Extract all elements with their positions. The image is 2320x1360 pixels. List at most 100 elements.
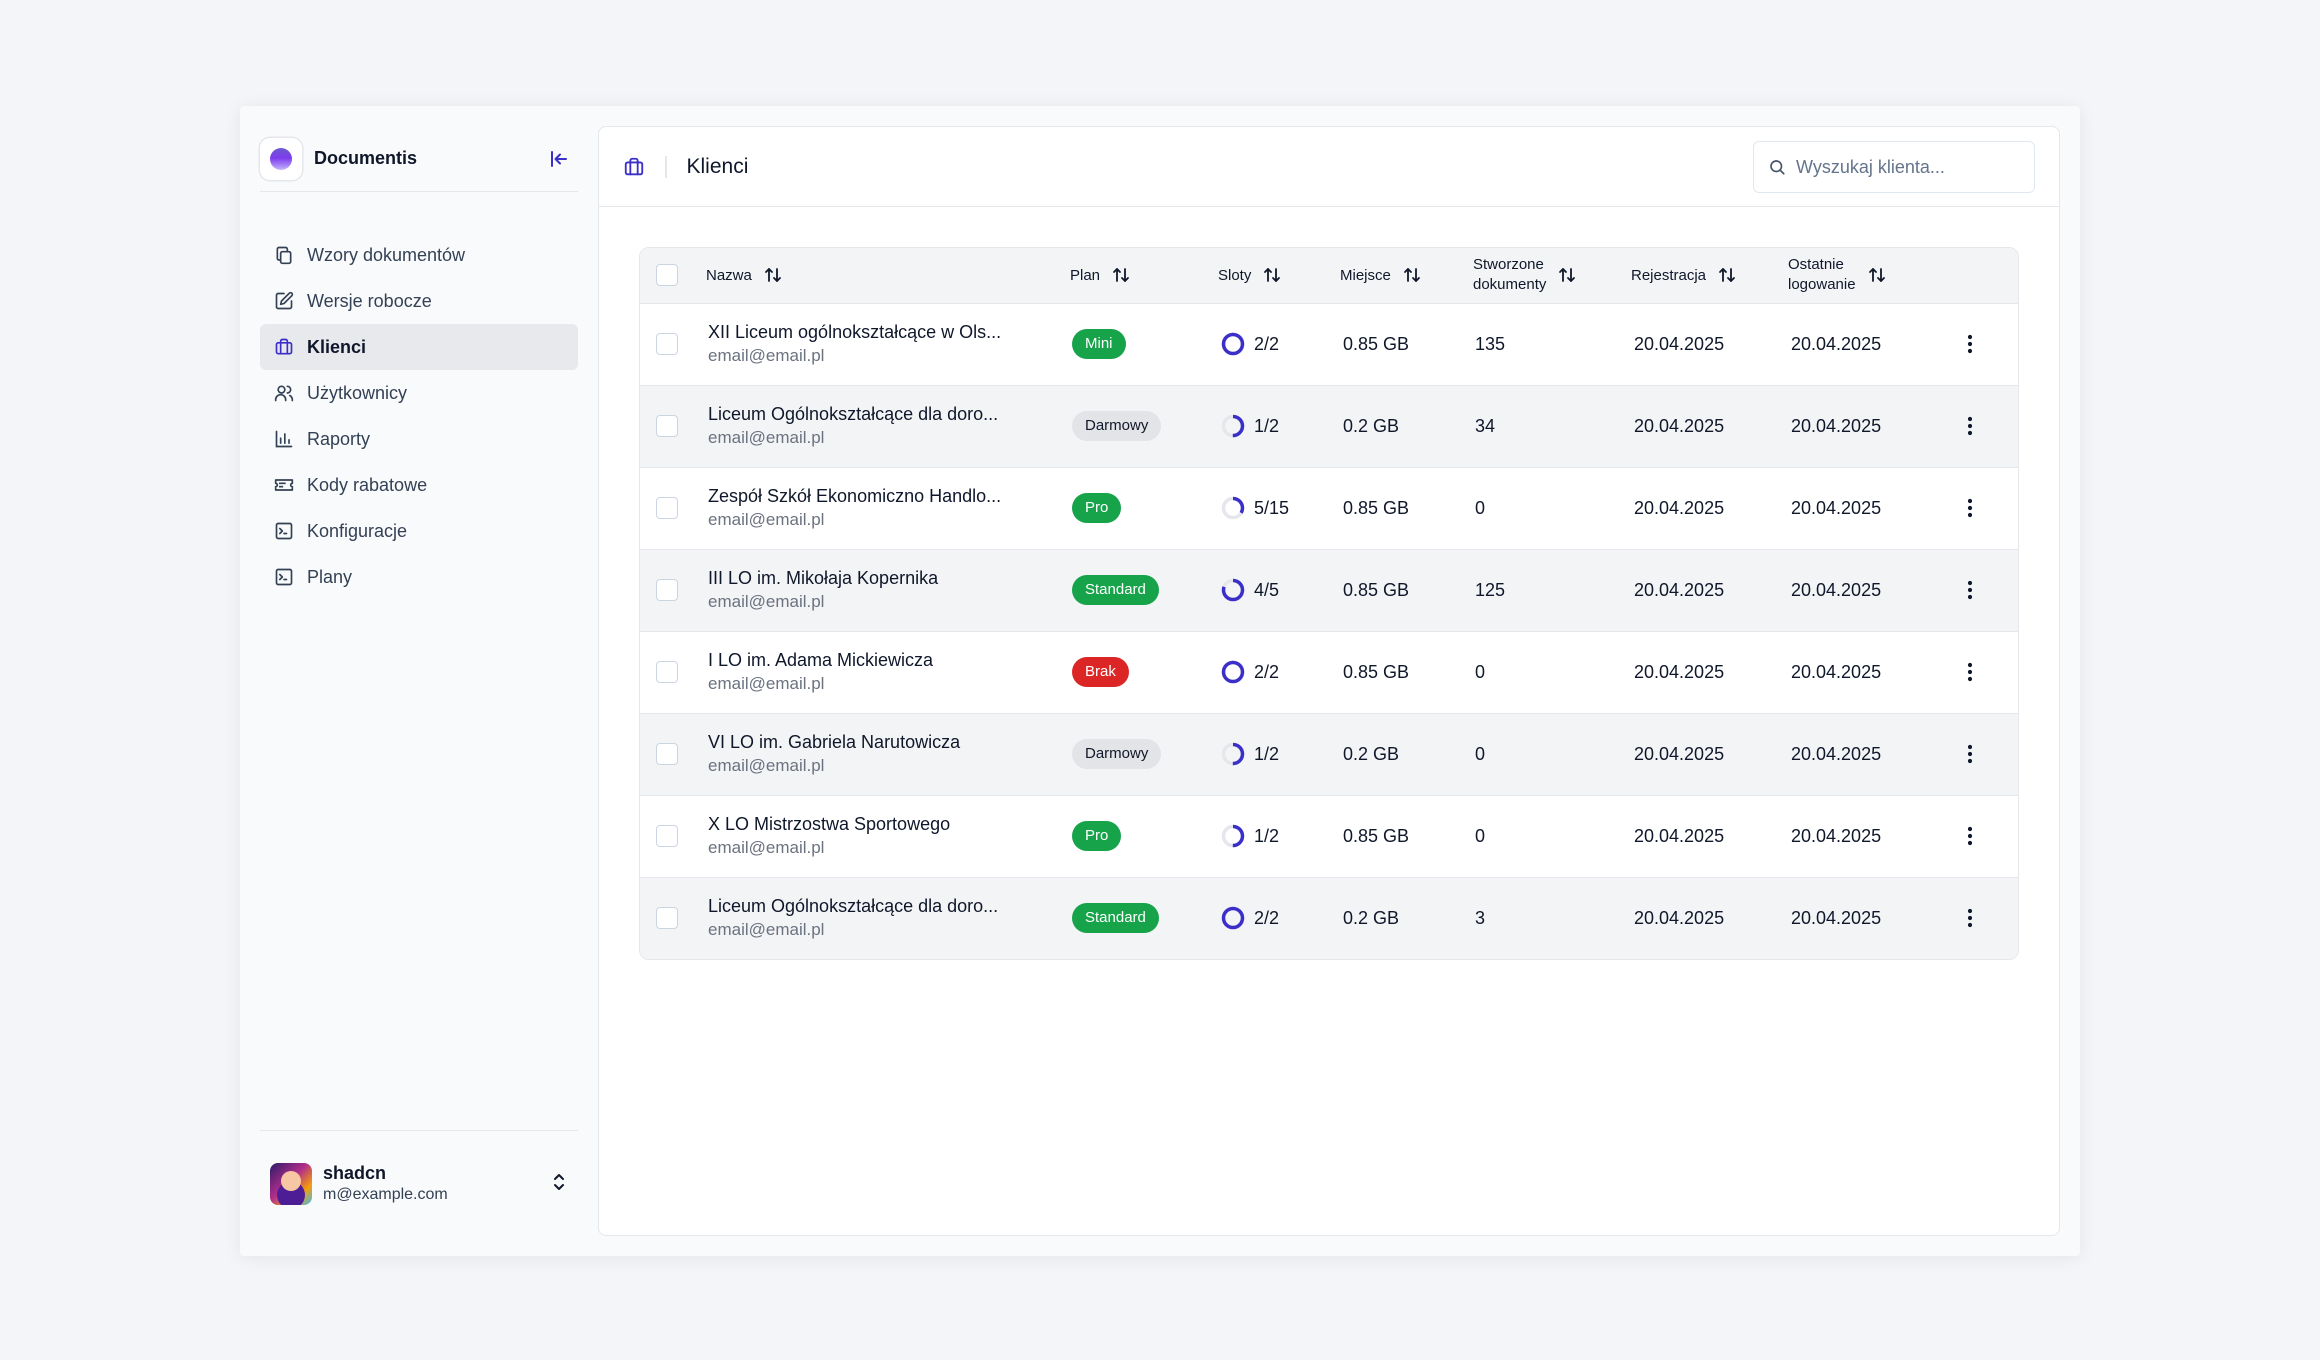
last-login-date: 20.04.2025: [1791, 743, 1882, 764]
row-actions-button[interactable]: [1955, 898, 1985, 938]
registration-date: 20.04.2025: [1634, 579, 1725, 600]
users-icon: [273, 382, 295, 404]
sidebar-nav: Wzory dokumentów Wersje robocze Klienci Uży…: [260, 232, 578, 600]
slots-progress-ring: [1221, 660, 1245, 684]
column-header-slots[interactable]: Sloty: [1218, 266, 1340, 284]
slots-value: 1/2: [1254, 743, 1280, 764]
plan-badge: Standard: [1072, 575, 1159, 605]
sidebar-item-kody-rabatowe[interactable]: Kody rabatowe: [260, 462, 578, 508]
row-actions-button[interactable]: [1955, 816, 1985, 856]
column-header-space[interactable]: Miejsce: [1340, 266, 1473, 284]
column-header-plan[interactable]: Plan: [1070, 266, 1218, 284]
row-actions-button[interactable]: [1955, 488, 1985, 528]
sidebar-item-raporty[interactable]: Raporty: [260, 416, 578, 462]
client-name[interactable]: Liceum Ogólnokształcące dla doro...: [708, 404, 999, 424]
sidebar-item-label: Plany: [307, 566, 353, 587]
ticket-icon: [273, 474, 295, 496]
sidebar-item-label: Wzory dokumentów: [307, 244, 466, 265]
table-row[interactable]: VI LO im. Gabriela Narutowicza email@emai…: [640, 713, 2018, 795]
slots-value: 1/2: [1254, 825, 1280, 846]
more-vertical-icon: [1967, 909, 1973, 928]
table-row[interactable]: III LO im. Mikołaja Kopernika email@email…: [640, 549, 2018, 631]
client-name[interactable]: Zespół Szkół Ekonomiczno Handlo...: [708, 486, 1002, 506]
sidebar-item-użytkownicy[interactable]: Użytkownicy: [260, 370, 578, 416]
registration-date: 20.04.2025: [1634, 743, 1725, 764]
row-checkbox[interactable]: [656, 661, 678, 683]
plan-badge: Standard: [1072, 903, 1159, 934]
docs-count: 125: [1475, 579, 1506, 600]
chevrons-up-down-icon[interactable]: [550, 1171, 568, 1198]
slots-cell: 1/2: [1220, 741, 1340, 767]
client-name[interactable]: I LO im. Adama Mickiewicza: [708, 650, 934, 670]
column-header-registration[interactable]: Rejestracja: [1631, 266, 1788, 284]
space-value: 0.85 GB: [1343, 661, 1410, 682]
avatar: [270, 1162, 312, 1205]
last-login-date: 20.04.2025: [1791, 579, 1882, 600]
sort-icon: [1558, 266, 1576, 284]
sidebar-item-klienci[interactable]: Klienci: [260, 324, 578, 370]
row-checkbox[interactable]: [656, 579, 678, 601]
row-checkbox[interactable]: [656, 333, 678, 355]
user-name: shadcn: [323, 1163, 387, 1183]
client-email: email@email.pl: [708, 674, 825, 693]
last-login-date: 20.04.2025: [1791, 661, 1882, 682]
table-row[interactable]: Liceum Ogólnokształcące dla doro... email…: [640, 385, 2018, 467]
sort-icon: [1263, 266, 1281, 284]
slots-value: 5/15: [1254, 497, 1290, 518]
space-value: 0.2 GB: [1343, 907, 1400, 928]
client-name[interactable]: X LO Mistrzostwa Sportowego: [708, 814, 951, 834]
column-label: Sloty: [1218, 266, 1252, 284]
sidebar-item-wzory-dokumentów[interactable]: Wzory dokumentów: [260, 232, 578, 278]
column-label-line: logowanie: [1788, 276, 1856, 294]
row-actions-button[interactable]: [1955, 570, 1985, 610]
table-row[interactable]: Zespół Szkół Ekonomiczno Handlo... email@…: [640, 467, 2018, 549]
select-all-checkbox[interactable]: [656, 264, 678, 287]
sidebar-item-wersje-robocze[interactable]: Wersje robocze: [260, 278, 578, 324]
row-checkbox[interactable]: [656, 907, 678, 930]
client-name[interactable]: VI LO im. Gabriela Narutowicza: [708, 732, 961, 752]
slots-value: 1/2: [1254, 415, 1280, 436]
slots-cell: 2/2: [1220, 331, 1340, 357]
sidebar-item-label: Raporty: [307, 428, 371, 449]
table-row[interactable]: XII Liceum ogólnokształcące w Ols... emai…: [640, 303, 2018, 385]
row-actions-button[interactable]: [1955, 652, 1985, 692]
column-header-name[interactable]: Nazwa: [706, 266, 1070, 284]
row-checkbox[interactable]: [656, 497, 678, 519]
client-name[interactable]: XII Liceum ogólnokształcące w Ols...: [708, 322, 1002, 342]
main-panel: Klienci Nazwa Plan Sloty Miej: [598, 126, 2060, 1236]
column-header-last-login[interactable]: Ostatnie logowanie: [1788, 255, 1955, 295]
space-value: 0.85 GB: [1343, 579, 1410, 600]
plan-badge: Darmowy: [1072, 739, 1162, 769]
client-name[interactable]: Liceum Ogólnokształcące dla doro...: [708, 896, 999, 917]
row-actions-button[interactable]: [1955, 406, 1985, 446]
client-name[interactable]: III LO im. Mikołaja Kopernika: [708, 568, 939, 588]
column-header-docs[interactable]: Stworzone dokumenty: [1473, 255, 1631, 295]
row-checkbox[interactable]: [656, 825, 678, 847]
column-label-line: Ostatnie: [1788, 256, 1844, 274]
docs-count: 34: [1475, 415, 1496, 436]
row-checkbox[interactable]: [656, 743, 678, 765]
slots-value: 2/2: [1254, 661, 1280, 682]
last-login-date: 20.04.2025: [1791, 497, 1882, 518]
table-row[interactable]: Liceum Ogólnokształcące dla doro... email…: [640, 877, 2018, 959]
client-email: email@email.pl: [708, 592, 825, 611]
more-vertical-icon: [1967, 580, 1973, 600]
user-menu[interactable]: shadcn m@example.com: [260, 1130, 578, 1236]
space-value: 0.85 GB: [1343, 825, 1410, 846]
slots-cell: 1/2: [1220, 823, 1340, 849]
search-input[interactable]: [1796, 156, 2016, 178]
search-box[interactable]: [1753, 141, 2035, 193]
plan-badge: Pro: [1072, 493, 1122, 523]
slots-progress-ring: [1221, 414, 1245, 438]
column-label: Ostatnie logowanie: [1788, 255, 1856, 295]
more-vertical-icon: [1967, 826, 1973, 846]
table-row[interactable]: I LO im. Adama Mickiewicza email@email.pl…: [640, 631, 2018, 713]
row-actions-button[interactable]: [1955, 324, 1985, 364]
row-checkbox[interactable]: [656, 415, 678, 437]
table-row[interactable]: X LO Mistrzostwa Sportowego email@email.p…: [640, 795, 2018, 877]
collapse-sidebar-button[interactable]: [544, 144, 574, 174]
docs-count: 0: [1475, 661, 1486, 682]
sidebar-item-konfiguracje[interactable]: Konfiguracje: [260, 508, 578, 554]
row-actions-button[interactable]: [1955, 734, 1985, 774]
sidebar-item-plany[interactable]: Plany: [260, 554, 578, 600]
